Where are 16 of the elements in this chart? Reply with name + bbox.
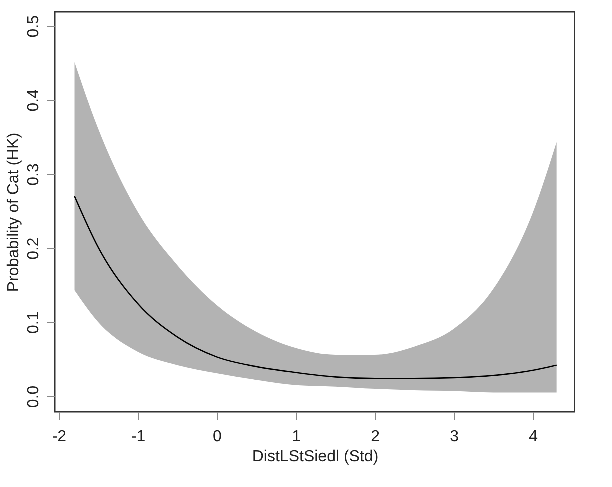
x-tick-label: 1	[292, 428, 302, 446]
x-tick-label: 2	[371, 428, 380, 446]
y-tick-label: 0.5	[26, 15, 42, 38]
line-series	[74, 196, 558, 380]
y-tick-label: 0.4	[26, 89, 42, 112]
x-tick-label: 0	[213, 428, 222, 446]
y-tick-label: 0.1	[26, 312, 42, 334]
x-tick-label: -1	[131, 428, 146, 446]
x-axis-title: DistLStSiedl (Std)	[252, 448, 379, 466]
y-axis-title: Probability of Cat (HK)	[6, 132, 22, 292]
y-tick-label: 0.2	[26, 238, 42, 260]
x-tick-label: -2	[52, 428, 67, 446]
x-tick-label: 4	[529, 428, 538, 446]
y-tick-label: 0.0	[26, 386, 42, 408]
y-tick-label: 0.3	[26, 164, 42, 186]
x-tick-label: 3	[450, 428, 460, 446]
